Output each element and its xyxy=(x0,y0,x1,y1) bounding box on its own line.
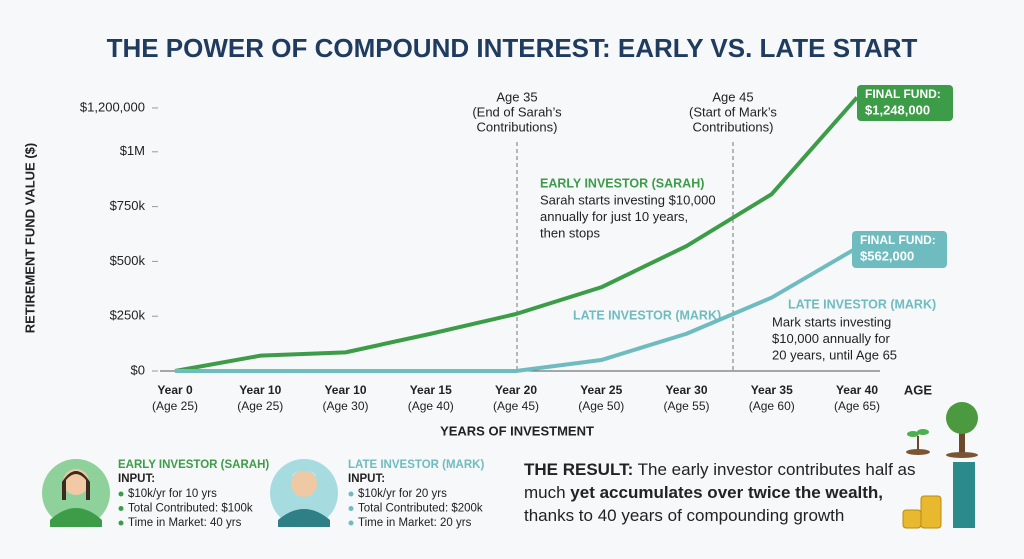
series-line xyxy=(175,246,859,373)
annotation-text: Age 35 xyxy=(496,89,537,104)
x-tick-label: Year 10 xyxy=(239,383,281,397)
profile-name: EARLY INVESTOR (SARAH) xyxy=(118,459,269,471)
bar-icon xyxy=(953,462,975,528)
bullet xyxy=(348,506,354,511)
leaf xyxy=(917,429,929,435)
coins xyxy=(920,495,942,529)
bullet xyxy=(118,506,124,511)
profile-item: $10k/yr for 10 yrs xyxy=(128,488,217,500)
value-label: $562,000 xyxy=(860,248,914,263)
result-segment: yet accumulates over twice the wealth, xyxy=(570,483,883,502)
y-axis-title: RETIREMENT FUND VALUE ($) xyxy=(22,143,37,333)
coins xyxy=(902,509,922,529)
icons xyxy=(902,402,978,529)
result-segment: much xyxy=(524,483,570,502)
value-label: $1,248,000 xyxy=(865,102,930,117)
annotation-text: Contributions) xyxy=(693,119,774,134)
profile-item: Total Contributed: $100k xyxy=(128,503,253,515)
x-tick-label: Year 30 xyxy=(665,383,707,397)
x-tick-sublabel: (Age 40) xyxy=(408,399,454,413)
bullet xyxy=(118,520,124,526)
y-tick-label: $1,200,000 xyxy=(80,99,145,114)
result-line: thanks to 40 years of compounding growth xyxy=(524,506,844,525)
profile-item: $10k/yr for 20 yrs xyxy=(358,488,447,500)
leaf xyxy=(907,431,919,437)
chart-title: THE POWER OF COMPOUND INTEREST: EARLY VS… xyxy=(107,33,918,63)
series-label: EARLY INVESTOR (SARAH) xyxy=(540,176,704,190)
x-tick-sublabel: (Age 60) xyxy=(749,399,795,413)
annotation-text: (Start of Mark’s xyxy=(689,104,777,119)
avatar-body xyxy=(278,509,330,527)
final-fund-label: FINAL FUND: xyxy=(865,87,941,101)
avatar-body xyxy=(50,508,102,527)
series-line xyxy=(174,96,859,373)
y-tick-label: $0 xyxy=(131,362,145,377)
x-tick-sublabel: (Age 25) xyxy=(152,399,198,413)
profile-item: Time in Market: 20 yrs xyxy=(358,517,472,529)
soil xyxy=(906,449,930,455)
profile-item: Total Contributed: $200k xyxy=(358,503,483,515)
x-axis-title: YEARS OF INVESTMENT xyxy=(440,423,594,438)
final-fund-box xyxy=(852,231,947,268)
profile-heading: INPUT: xyxy=(348,473,385,485)
soil xyxy=(946,452,978,458)
result-line: much yet accumulates over twice the weal… xyxy=(524,483,883,502)
profile-heading: INPUT: xyxy=(118,473,155,485)
series-description: 20 years, until Age 65 xyxy=(772,347,897,362)
x-tick-sublabel: (Age 65) xyxy=(834,399,880,413)
y-tick-label: $750k xyxy=(110,198,146,213)
profile-name: LATE INVESTOR (MARK) xyxy=(348,459,484,471)
x-tick-label: Year 0 xyxy=(157,383,193,397)
series-label: LATE INVESTOR (MARK) xyxy=(573,308,721,322)
series-description: annually for just 10 years, xyxy=(540,209,688,224)
avatar-hair xyxy=(62,471,90,500)
x-tick-label: Year 20 xyxy=(495,383,537,397)
final-fund-label: FINAL FUND: xyxy=(860,233,936,247)
series-description: then stops xyxy=(540,225,600,240)
x-tick-sublabel: (Age 50) xyxy=(578,399,624,413)
series-description: Sarah starts investing $10,000 xyxy=(540,192,716,207)
series-description: $10,000 annually for xyxy=(772,331,890,346)
final-fund-box xyxy=(857,85,953,121)
annotation-text: Age 45 xyxy=(712,89,753,104)
tree-trunk xyxy=(959,425,965,453)
x-tick-label: Year 25 xyxy=(580,383,622,397)
annotation-text: (End of Sarah’s xyxy=(472,104,562,119)
y-tick-label: $1M xyxy=(120,143,145,158)
series-description: Mark starts investing xyxy=(772,314,891,329)
bullet xyxy=(118,491,124,497)
result-segment: The early investor contributes half as xyxy=(633,460,915,479)
series-label: LATE INVESTOR (MARK) xyxy=(788,297,936,311)
y-tick-label: $500k xyxy=(110,253,146,268)
annotation-text: Contributions) xyxy=(477,119,558,134)
x-tick-sublabel: (Age 25) xyxy=(237,399,283,413)
result-line: THE RESULT: The early investor contribut… xyxy=(524,460,915,479)
bullet xyxy=(348,491,354,497)
avatar-face xyxy=(291,471,317,497)
tree-crown xyxy=(946,402,978,434)
result-segment: THE RESULT: xyxy=(524,460,633,479)
bullet xyxy=(348,520,354,526)
x-axis-end-label: AGE xyxy=(904,382,933,397)
avatar-hair xyxy=(291,470,317,478)
x-tick-sublabel: (Age 30) xyxy=(322,399,368,413)
x-tick-sublabel: (Age 45) xyxy=(493,399,539,413)
x-tick-label: Year 10 xyxy=(324,383,366,397)
profile-item: Time in Market: 40 yrs xyxy=(128,517,242,529)
x-tick-label: Year 35 xyxy=(751,383,793,397)
x-tick-sublabel: (Age 55) xyxy=(663,399,709,413)
result-segment: thanks to 40 years of compounding growth xyxy=(524,506,844,525)
y-tick-label: $250k xyxy=(110,308,146,323)
x-tick-label: Year 15 xyxy=(410,383,452,397)
x-tick-label: Year 40 xyxy=(836,383,878,397)
